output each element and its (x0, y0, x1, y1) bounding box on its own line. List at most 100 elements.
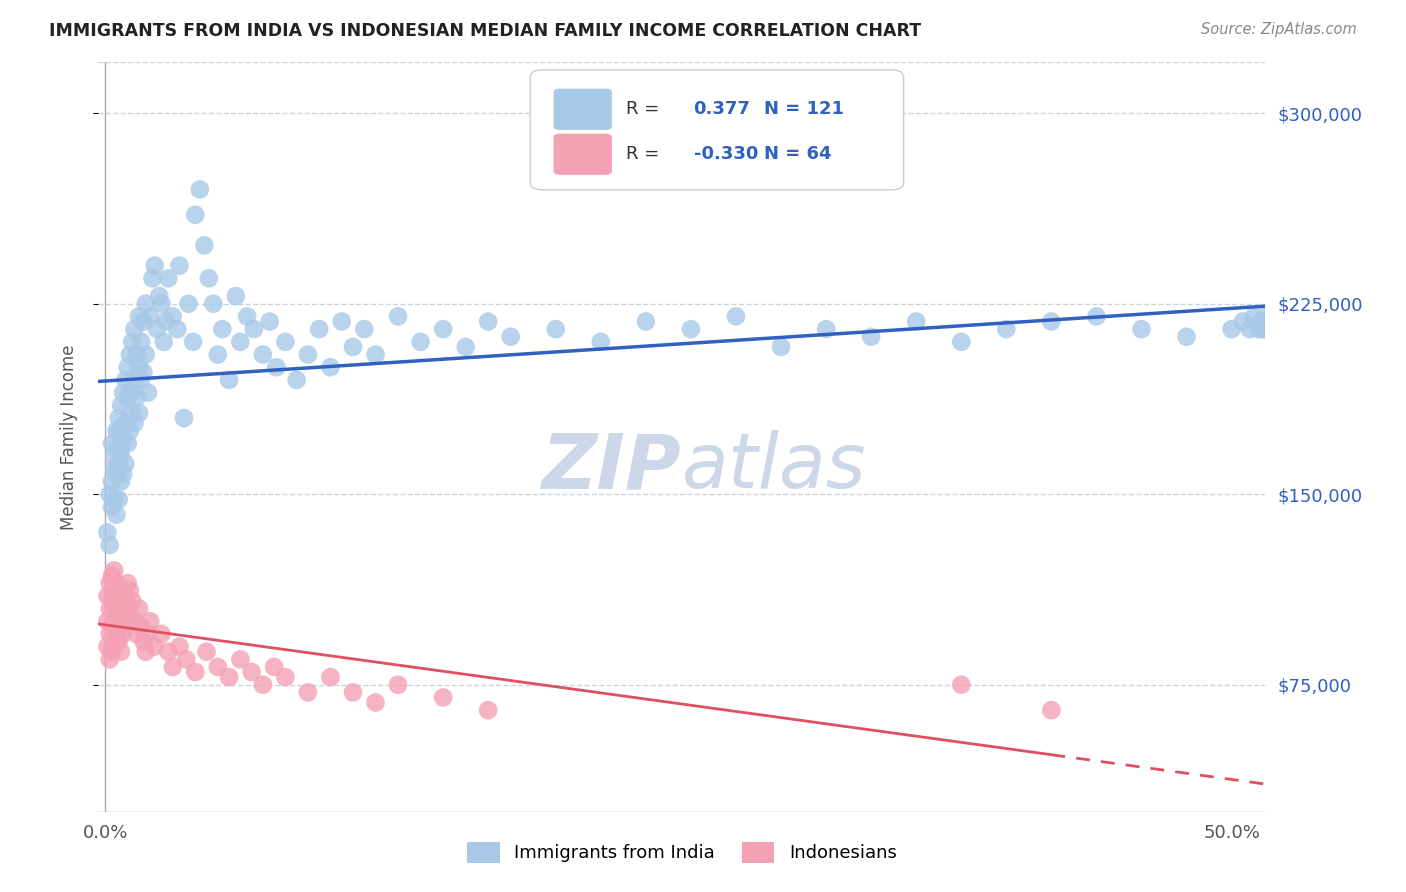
Point (143, 640, 166, 654)
Point (1040, 703, 1063, 717)
Point (117, 391, 139, 405)
Point (98, 627, 121, 641)
Point (135, 347, 157, 361)
Point (105, 508, 128, 522)
Text: atlas: atlas (682, 430, 866, 504)
Point (409, 334, 432, 349)
Point (112, 431, 135, 445)
Point (634, 314, 657, 328)
Point (129, 334, 152, 349)
Point (105, 576, 128, 591)
Point (162, 310, 184, 324)
Point (285, 373, 308, 387)
Point (103, 449, 125, 463)
Point (432, 322, 454, 336)
Point (1232, 314, 1254, 328)
Point (124, 322, 146, 336)
Point (225, 289, 247, 303)
Point (124, 373, 146, 387)
Text: -0.330: -0.330 (693, 145, 758, 163)
Point (1254, 322, 1277, 336)
Point (118, 609, 141, 624)
Point (101, 568, 124, 582)
Point (274, 334, 297, 349)
Point (101, 436, 124, 450)
Text: 0.377: 0.377 (693, 100, 751, 118)
Point (1254, 310, 1277, 324)
Point (477, 703, 499, 717)
Point (105, 424, 128, 438)
Point (128, 310, 150, 324)
Point (129, 373, 152, 387)
Point (1254, 322, 1277, 336)
Point (1175, 330, 1198, 344)
Point (150, 627, 173, 641)
Point (297, 685, 319, 699)
Text: IMMIGRANTS FROM INDIA VS INDONESIAN MEDIAN FAMILY INCOME CORRELATION CHART: IMMIGRANTS FROM INDIA VS INDONESIAN MEDI… (49, 22, 921, 40)
Point (117, 601, 139, 615)
Point (342, 340, 364, 354)
FancyBboxPatch shape (554, 134, 612, 175)
Y-axis label: Median Family Income: Median Family Income (59, 344, 77, 530)
Point (1250, 314, 1272, 328)
Point (499, 330, 522, 344)
Point (117, 436, 139, 450)
Text: N = 121: N = 121 (763, 100, 844, 118)
Point (118, 424, 141, 438)
Point (114, 416, 136, 430)
Point (114, 373, 136, 387)
Point (259, 314, 281, 328)
Point (101, 475, 124, 489)
Point (125, 347, 148, 361)
Point (96, 640, 118, 654)
Point (207, 347, 229, 361)
Point (1085, 310, 1108, 324)
Point (1243, 310, 1265, 324)
Point (146, 322, 169, 336)
Point (589, 334, 612, 349)
Point (148, 289, 170, 303)
Point (98, 601, 121, 615)
Point (135, 645, 157, 659)
Point (125, 627, 148, 641)
Point (121, 594, 143, 608)
Point (330, 314, 353, 328)
Point (243, 322, 266, 336)
Point (679, 322, 702, 336)
Point (995, 322, 1018, 336)
Point (98, 576, 121, 591)
Point (110, 475, 132, 489)
Point (155, 314, 177, 328)
Point (107, 424, 129, 438)
Point (387, 678, 409, 692)
Point (188, 182, 211, 196)
Point (110, 645, 132, 659)
Point (1040, 314, 1063, 328)
Point (105, 442, 128, 456)
Point (98, 538, 121, 552)
Point (229, 334, 252, 349)
Point (98, 652, 121, 666)
Point (114, 457, 136, 471)
Point (207, 660, 229, 674)
Point (139, 310, 162, 324)
Point (211, 322, 233, 336)
Point (101, 500, 124, 514)
Point (129, 619, 152, 633)
Point (202, 297, 225, 311)
Point (218, 670, 240, 684)
Point (110, 594, 132, 608)
Point (1254, 314, 1277, 328)
Point (266, 360, 288, 375)
Point (132, 634, 155, 648)
Point (118, 347, 141, 361)
Point (112, 467, 135, 481)
Point (252, 347, 274, 361)
Point (128, 406, 150, 420)
Point (157, 271, 180, 285)
Point (181, 334, 204, 349)
Point (166, 322, 188, 336)
Point (112, 627, 135, 641)
Point (103, 614, 125, 628)
Point (252, 678, 274, 692)
